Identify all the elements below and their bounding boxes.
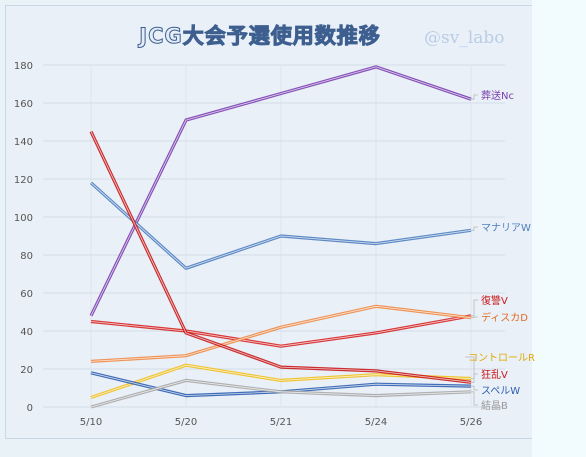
- series-line-highlight-7: [90, 379, 472, 408]
- series-leader-1: [471, 226, 478, 231]
- series-line-highlight-3: [90, 305, 472, 362]
- y-tick-label: 60: [20, 289, 33, 300]
- watermark-handle: @sv_labo: [424, 28, 505, 48]
- series-leader-6: [471, 385, 478, 391]
- series-label-2: 復讐V: [481, 294, 508, 307]
- y-tick-label: 100: [14, 213, 33, 224]
- series-label-4: コントロールR: [468, 353, 535, 364]
- series-leader-7: [471, 391, 478, 406]
- x-tick-label: 5/21: [270, 417, 292, 428]
- series-leader-4: [465, 356, 475, 379]
- series-leader-3: [471, 316, 478, 319]
- series-line-highlight-2: [90, 315, 472, 347]
- y-tick-label: 80: [20, 251, 33, 262]
- right-margin: [532, 0, 586, 457]
- series-label-3: ディスカD: [481, 311, 528, 324]
- y-tick-label: 20: [20, 365, 33, 376]
- series-line-highlight-1: [90, 182, 472, 269]
- chart-title: JCG大会予選使用数推移: [139, 24, 381, 49]
- series-leader-2: [471, 299, 478, 317]
- series-line-highlight-0: [90, 66, 472, 316]
- x-tick-label: 5/10: [80, 417, 102, 428]
- series-label-0: 葬送Nc: [481, 89, 514, 102]
- series-line-highlight-5: [90, 131, 472, 383]
- series-leader-5: [471, 373, 478, 383]
- series-label-5: 狂乱V: [481, 369, 508, 381]
- y-tick-label: 160: [14, 99, 33, 110]
- y-tick-label: 0: [27, 403, 33, 414]
- series-leader-0: [471, 94, 478, 100]
- y-tick-label: 40: [20, 327, 33, 338]
- series-label-7: 結晶B: [481, 399, 508, 412]
- series-label-6: スペルW: [481, 386, 520, 397]
- x-tick-label: 5/20: [175, 417, 197, 428]
- y-tick-label: 140: [14, 137, 33, 148]
- y-tick-label: 180: [14, 61, 33, 72]
- chart-frame: [5, 5, 534, 439]
- series-label-1: マナリアW: [481, 222, 531, 234]
- x-tick-label: 5/24: [365, 417, 387, 428]
- y-tick-label: 120: [14, 175, 33, 186]
- x-tick-label: 5/26: [460, 417, 482, 428]
